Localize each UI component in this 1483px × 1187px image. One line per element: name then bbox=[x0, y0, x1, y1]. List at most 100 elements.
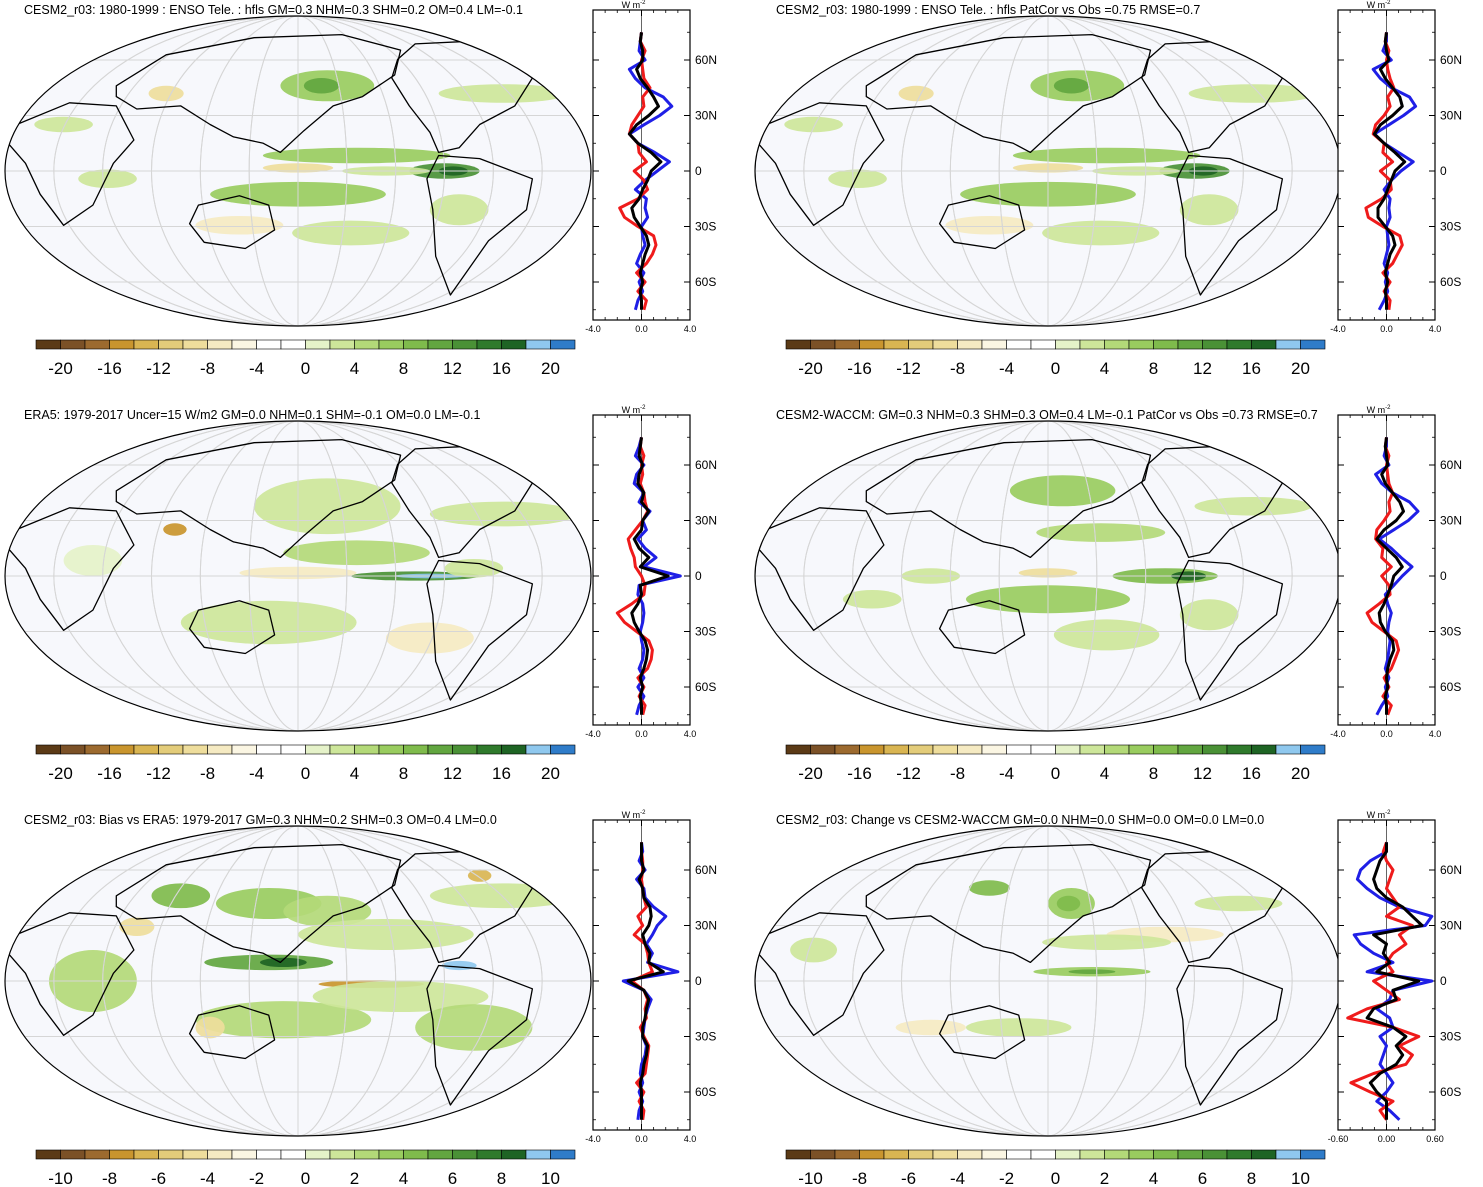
anomaly-patch bbox=[1194, 895, 1283, 912]
colorbar-swatch bbox=[525, 339, 551, 350]
colorbar-swatch bbox=[1055, 339, 1081, 350]
x-tick-label: 0.0 bbox=[635, 1134, 648, 1144]
colorbar-label: 4 bbox=[1100, 359, 1109, 378]
coastline-samerica bbox=[1176, 154, 1284, 296]
meridian bbox=[102, 16, 494, 326]
anomaly-patch bbox=[1012, 147, 1201, 164]
colorbar-swatch bbox=[1226, 1149, 1252, 1160]
unit-label: W m-2 bbox=[622, 0, 646, 10]
profile-series-a bbox=[1374, 437, 1420, 716]
coastline-samerica bbox=[426, 964, 534, 1106]
colorbar-label: -10 bbox=[48, 1169, 73, 1187]
colorbar-swatch bbox=[501, 744, 527, 755]
y-tick-label: 30N bbox=[695, 109, 717, 123]
anomaly-patch bbox=[790, 937, 838, 963]
y-tick-label: 60N bbox=[695, 53, 717, 67]
meridian bbox=[949, 421, 1147, 731]
colorbar-swatch bbox=[329, 744, 355, 755]
colorbar-label: 8 bbox=[399, 764, 408, 783]
profile-series-b bbox=[1364, 32, 1404, 310]
panel-1: CESM2_r03: 1980-1999 : ENSO Tele. : hfls… bbox=[4, 0, 717, 378]
colorbar-swatch bbox=[109, 339, 135, 350]
anomaly-patch bbox=[965, 1018, 1072, 1037]
colorbar-label: -4 bbox=[999, 764, 1014, 783]
anomaly-patch bbox=[34, 116, 93, 133]
profile-series-b bbox=[615, 437, 654, 716]
colorbar: -10 -8 -6 -4 -2 0 2 4 6 8 10 bbox=[785, 1149, 1326, 1187]
colorbar-swatch bbox=[859, 744, 885, 755]
colorbar-swatch bbox=[785, 1149, 811, 1160]
colorbar-swatch bbox=[834, 1149, 860, 1160]
colorbar-swatch bbox=[60, 744, 86, 755]
y-tick-label: 60N bbox=[695, 458, 717, 472]
colorbar-label: 10 bbox=[1291, 1169, 1310, 1187]
colorbar-label: -20 bbox=[48, 359, 73, 378]
colorbar-label: 8 bbox=[1149, 764, 1158, 783]
y-tick-label: 0 bbox=[695, 164, 702, 178]
profile-series-a bbox=[632, 436, 682, 716]
y-tick-label: 30N bbox=[695, 919, 717, 933]
colorbar-label: 12 bbox=[1193, 764, 1212, 783]
colorbar-label: -4 bbox=[999, 359, 1014, 378]
colorbar-label: -12 bbox=[896, 359, 921, 378]
colorbar-swatch bbox=[834, 339, 860, 350]
colorbar-swatch bbox=[1202, 339, 1228, 350]
colorbar-swatch bbox=[859, 1149, 885, 1160]
anomaly-patch bbox=[1009, 475, 1116, 507]
colorbar-label: 12 bbox=[443, 359, 462, 378]
world-map bbox=[754, 15, 1342, 327]
colorbar-label: -6 bbox=[151, 1169, 166, 1187]
anomaly-patch bbox=[1042, 220, 1160, 246]
panel-3: ERA5: 1979-2017 Uncer=15 W/m2 GM=0.0 NHM… bbox=[4, 405, 717, 783]
coastline-samerica bbox=[1176, 964, 1284, 1106]
x-tick-label: 4.0 bbox=[684, 1134, 697, 1144]
colorbar-label: 4 bbox=[350, 359, 359, 378]
meridian bbox=[998, 421, 1098, 731]
colorbar-swatch bbox=[550, 1149, 576, 1160]
colorbar-label: -20 bbox=[798, 359, 823, 378]
coastline-australia bbox=[938, 195, 1026, 250]
colorbar-swatch bbox=[1177, 339, 1203, 350]
panel-5: CESM2_r03: Bias vs ERA5: 1979-2017 GM=0.… bbox=[4, 810, 717, 1187]
unit-label: W m-2 bbox=[1367, 405, 1391, 415]
anomaly-patch bbox=[283, 895, 372, 927]
colorbar-swatch bbox=[182, 339, 208, 350]
coastline-asia bbox=[115, 33, 402, 154]
profile-series-c bbox=[626, 842, 665, 1120]
colorbar: -20 -16 -12 -8 -4 0 4 8 12 16 20 bbox=[35, 744, 576, 783]
colorbar-swatch bbox=[908, 339, 934, 350]
map-title: ERA5: 1979-2017 Uncer=15 W/m2 GM=0.0 NHM… bbox=[24, 408, 481, 422]
colorbar-swatch bbox=[133, 744, 159, 755]
colorbar-swatch bbox=[280, 1149, 306, 1160]
colorbar-swatch bbox=[1202, 744, 1228, 755]
meridian bbox=[803, 16, 1293, 326]
map-title: CESM2_r03: 1980-1999 : ENSO Tele. : hfls… bbox=[24, 3, 523, 17]
colorbar-swatch bbox=[1079, 339, 1105, 350]
world-map bbox=[4, 420, 592, 732]
x-tick-label: 4.0 bbox=[1429, 729, 1442, 739]
map-border bbox=[4, 825, 592, 1137]
colorbar-swatch bbox=[1030, 339, 1056, 350]
meridian bbox=[803, 826, 1293, 1136]
colorbar-swatch bbox=[207, 744, 233, 755]
coastline-asia bbox=[115, 843, 402, 964]
colorbar-swatch bbox=[354, 339, 380, 350]
anomaly-patch bbox=[429, 501, 577, 527]
colorbar: -10 -8 -6 -4 -2 0 2 4 6 8 10 bbox=[35, 1149, 576, 1187]
anomaly-patch bbox=[163, 523, 187, 536]
unit-label: W m-2 bbox=[1367, 810, 1391, 820]
colorbar-swatch bbox=[834, 744, 860, 755]
map-title: CESM2_r03: Bias vs ERA5: 1979-2017 GM=0.… bbox=[24, 813, 497, 827]
world-map bbox=[4, 825, 592, 1137]
map-title: CESM2-WACCM: GM=0.3 NHM=0.3 SHM=0.3 OM=0… bbox=[776, 408, 1318, 422]
y-tick-label: 60N bbox=[1440, 863, 1462, 877]
meridian bbox=[901, 16, 1195, 326]
x-tick-label: 0.60 bbox=[1426, 1134, 1444, 1144]
colorbar-swatch bbox=[1202, 1149, 1228, 1160]
x-tick-label: 0.0 bbox=[635, 729, 648, 739]
colorbar-label: -8 bbox=[102, 1169, 117, 1187]
x-tick-label: 0.0 bbox=[1380, 324, 1393, 334]
y-tick-label: 30N bbox=[1440, 514, 1462, 528]
meridian bbox=[901, 826, 1195, 1136]
colorbar-label: 0 bbox=[301, 1169, 310, 1187]
